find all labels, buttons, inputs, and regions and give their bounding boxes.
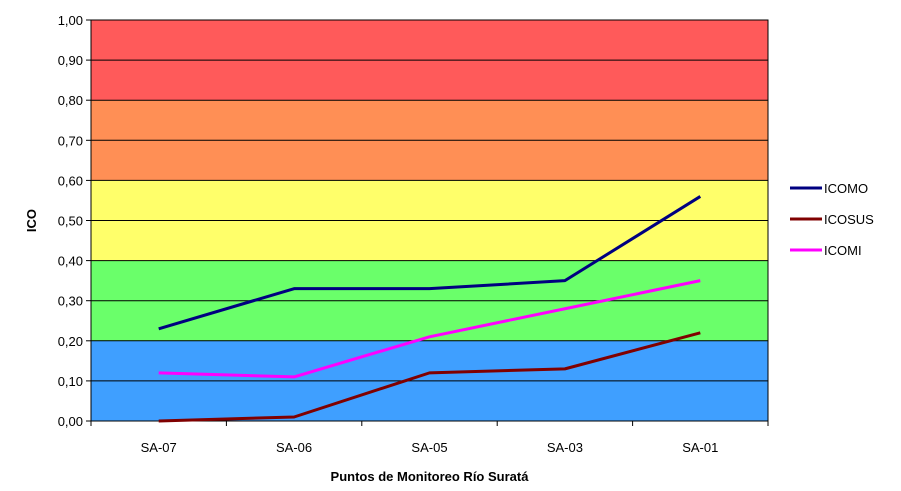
legend: ICOMO ICOSUS ICOMI: [790, 181, 874, 258]
y-tick-label: 0,00: [58, 414, 83, 429]
x-tick-label: SA-01: [682, 440, 718, 455]
y-tick-label: 0,90: [58, 53, 83, 68]
y-tick-label: 1,00: [58, 13, 83, 28]
x-tick-label: SA-06: [276, 440, 312, 455]
series-line-icosus: [158, 331, 701, 423]
y-tick-label: 0,10: [58, 374, 83, 389]
legend-label-icosus: ICOSUS: [824, 212, 874, 227]
x-tick-label: SA-07: [141, 440, 177, 455]
legend-label-icomi: ICOMI: [824, 243, 862, 258]
y-axis: 0,00 0,10 0,20 0,30 0,40 0,50 0,60 0,70 0,80 0,90…: [58, 13, 91, 429]
y-tick-label: 0,20: [58, 334, 83, 349]
gridlines: [91, 19, 768, 422]
series-lines: [158, 195, 702, 423]
y-tick-label: 0,70: [58, 133, 83, 148]
y-axis-title: ICO: [24, 209, 39, 232]
y-tick-label: 0,80: [58, 93, 83, 108]
legend-label-icomo: ICOMO: [824, 181, 868, 196]
x-tick-label: SA-05: [411, 440, 447, 455]
y-tick-label: 0,40: [58, 254, 83, 269]
series-line-icomo: [158, 195, 702, 331]
x-axis-title: Puntos de Monitoreo Río Suratá: [331, 469, 530, 484]
series-line-icomi: [158, 279, 701, 379]
y-tick-label: 0,30: [58, 294, 83, 309]
y-tick-label: 0,50: [58, 214, 83, 229]
x-axis: SA-07 SA-06 SA-05 SA-03 SA-01: [90, 421, 769, 455]
x-tick-label: SA-03: [547, 440, 583, 455]
y-tick-label: 0,60: [58, 173, 83, 188]
